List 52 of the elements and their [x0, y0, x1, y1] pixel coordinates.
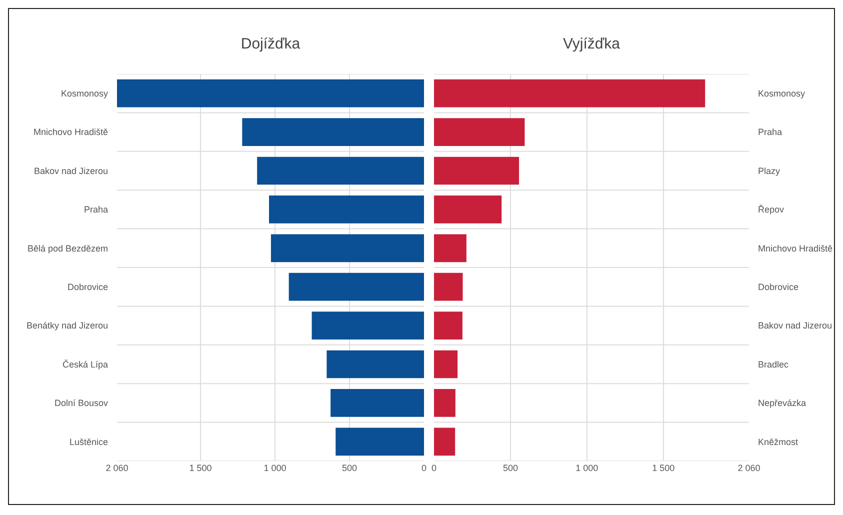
- y-tick-label: Mnichovo Hradiště: [758, 243, 833, 254]
- y-tick-label: Praha: [758, 127, 782, 138]
- y-tick-label: Kněžmost: [758, 436, 799, 447]
- y-tick-label: Bakov nad Jizerou: [34, 166, 108, 176]
- bar: [330, 389, 424, 417]
- y-tick-label: Plazy: [758, 166, 781, 176]
- bar: [326, 350, 424, 378]
- y-tick-label: Bradlec: [758, 359, 790, 370]
- bar: [434, 156, 520, 185]
- chart-title: Dojížďka: [240, 35, 301, 52]
- bar: [269, 196, 424, 224]
- y-tick-label: Bakov nad Jizerou: [758, 320, 832, 331]
- bar: [434, 196, 502, 224]
- bar: [257, 156, 424, 185]
- x-tick-label: 0: [421, 463, 427, 473]
- bar: [434, 272, 463, 301]
- y-tick-label: Dobrovice: [758, 282, 799, 292]
- bar: [434, 118, 525, 146]
- x-tick-label: 1 000: [264, 463, 286, 473]
- y-tick-label: Kosmonosy: [60, 88, 108, 98]
- y-tick-label: Česká Lípa: [62, 359, 108, 370]
- chart-title: Vyjížďka: [562, 35, 621, 52]
- bar: [117, 79, 424, 108]
- bar: [288, 272, 424, 301]
- y-tick-label: Bělá pod Bezdězem: [27, 243, 108, 254]
- bar: [434, 79, 706, 108]
- y-tick-label: Kosmonosy: [758, 88, 806, 98]
- x-tick-label: 0: [431, 463, 437, 473]
- bar: [434, 234, 466, 262]
- x-tick-label: 2 060: [106, 463, 128, 473]
- y-tick-label: Praha: [84, 204, 108, 215]
- bar: [434, 389, 456, 417]
- y-tick-label: Luštěnice: [69, 436, 108, 447]
- x-tick-label: 500: [342, 463, 358, 473]
- bar: [242, 118, 424, 146]
- y-tick-label: Dolní Bousov: [54, 398, 108, 408]
- y-tick-label: Mnichovo Hradiště: [33, 127, 108, 138]
- bar: [434, 428, 456, 456]
- x-tick-label: 1 500: [189, 463, 212, 473]
- bar: [336, 428, 424, 456]
- x-tick-label: 500: [502, 463, 518, 473]
- y-tick-label: Benátky nad Jizerou: [26, 320, 108, 331]
- y-tick-label: Dobrovice: [67, 282, 108, 292]
- y-tick-label: Řepov: [758, 204, 785, 215]
- x-tick-label: 1 500: [652, 463, 675, 473]
- y-tick-label: Nepřevázka: [758, 398, 806, 408]
- bar: [434, 312, 462, 340]
- bar: [434, 350, 458, 378]
- x-tick-label: 2 060: [738, 463, 760, 473]
- bar: [312, 312, 424, 340]
- x-tick-label: 1 000: [576, 463, 598, 473]
- bar: [270, 234, 424, 262]
